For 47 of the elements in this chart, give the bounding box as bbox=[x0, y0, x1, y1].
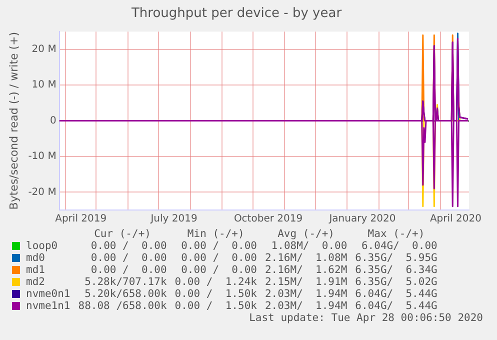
y-tick-label: 10 M bbox=[32, 80, 56, 91]
y-tick-label: 20 M bbox=[32, 44, 56, 56]
x-tick-label: April 2019 bbox=[55, 214, 107, 225]
chart-title: Throughput per device - by year bbox=[130, 6, 342, 22]
legend-label: md0 bbox=[25, 252, 46, 264]
text: 0.00 / 0.00 bbox=[180, 264, 258, 276]
text: 6.04G/ 5.44G bbox=[354, 288, 438, 300]
text: Max (-/+) bbox=[366, 228, 426, 240]
x-tick-label: January 2020 bbox=[328, 214, 396, 225]
text: 2.16M/ 1.08M bbox=[264, 252, 348, 264]
x-tick-label: October 2019 bbox=[234, 214, 303, 225]
y-axis-title: Bytes/second read (-) / write (+) bbox=[7, 32, 20, 210]
x-tick-label: April 2020 bbox=[430, 214, 482, 225]
text: Min (-/+) bbox=[186, 228, 246, 240]
legend-label: nvme0n1 bbox=[25, 288, 72, 300]
y-tick-label: -10 M bbox=[28, 151, 56, 162]
text: 6.04G/ 0.00 bbox=[360, 240, 438, 252]
y-tick-label: -20 M bbox=[28, 186, 56, 198]
text: 6.35G/ 6.34G bbox=[354, 264, 438, 276]
text: 6.35G/ 5.95G bbox=[354, 252, 438, 264]
text: 0.00 / 1.50k bbox=[174, 288, 258, 300]
text: 0.00 / 0.00 bbox=[90, 240, 168, 252]
text: 0.00 / 1.24k bbox=[174, 276, 258, 288]
text: 5.20k/658.00k bbox=[84, 288, 168, 300]
text: 2.16M/ 1.62M bbox=[264, 264, 348, 276]
text: 0.00 / 1.50k bbox=[174, 300, 258, 312]
y-tick-label: 0 bbox=[50, 115, 56, 126]
text: Avg (-/+) bbox=[276, 228, 336, 240]
text: 2.03M/ 1.94M bbox=[264, 288, 348, 300]
text: 0.00 / 0.00 bbox=[90, 264, 168, 276]
text: 2.03M/ 1.94M bbox=[264, 300, 348, 312]
legend-label: loop0 bbox=[25, 240, 59, 252]
text: 1.08M/ 0.00 bbox=[270, 240, 348, 252]
legend-label: md1 bbox=[25, 264, 46, 276]
text: 88.08 /658.00k bbox=[77, 300, 168, 312]
text: 6.04G/ 5.44G bbox=[354, 300, 438, 312]
text: Last update: Tue Apr 28 00:06:50 2020 bbox=[248, 312, 484, 324]
text: 0.00 / 0.00 bbox=[180, 240, 258, 252]
text: 0.00 / 0.00 bbox=[90, 252, 168, 264]
legend-label: md2 bbox=[25, 276, 46, 288]
text: Cur (-/+) bbox=[93, 228, 152, 240]
text: 2.15M/ 1.91M bbox=[264, 276, 348, 288]
text: 5.28k/707.17k bbox=[84, 276, 168, 288]
text: 6.35G/ 5.02G bbox=[354, 276, 438, 288]
text: 0.00 / 0.00 bbox=[180, 252, 258, 264]
legend-label: nvme1n1 bbox=[25, 300, 72, 312]
x-tick-label: July 2019 bbox=[150, 214, 198, 225]
